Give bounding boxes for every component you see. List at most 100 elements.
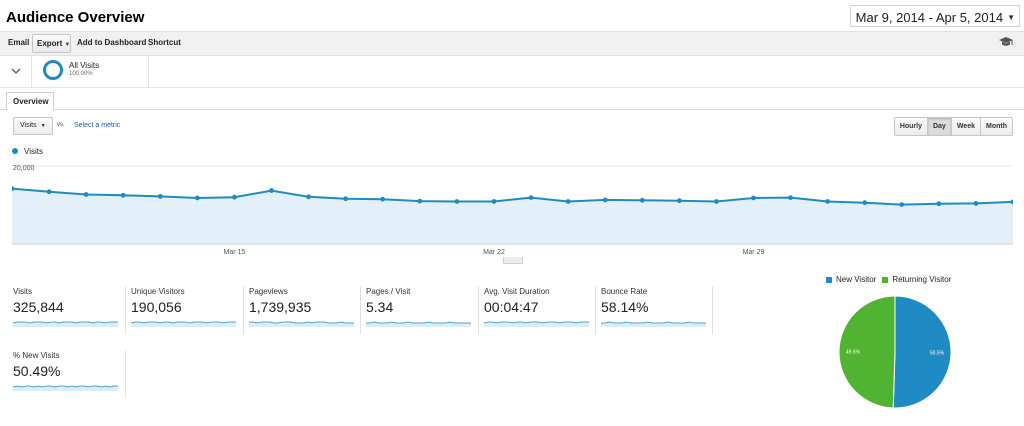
tab-overview[interactable]: Overview bbox=[6, 92, 54, 111]
data-point[interactable] bbox=[639, 197, 645, 203]
shortcut-button[interactable]: Shortcut bbox=[148, 38, 181, 47]
data-point[interactable] bbox=[565, 199, 571, 204]
data-point[interactable] bbox=[83, 192, 89, 197]
add-to-dashboard-button[interactable]: Add to Dashboard bbox=[77, 38, 147, 47]
kpi-sparkline bbox=[484, 321, 589, 327]
kpi-sparkline bbox=[601, 321, 706, 327]
granularity-hourly-button[interactable]: Hourly bbox=[894, 118, 927, 135]
kpi-value: 58.14% bbox=[601, 299, 649, 315]
data-point[interactable] bbox=[269, 188, 274, 193]
chevron-down-icon[interactable] bbox=[9, 65, 23, 77]
kpi-label: Bounce Rate bbox=[601, 287, 648, 296]
kpi-sparkline bbox=[13, 321, 118, 327]
kpi-sparkline bbox=[249, 321, 354, 327]
legend-swatch bbox=[882, 276, 889, 283]
segment-name[interactable]: All Visits bbox=[69, 61, 100, 70]
data-point[interactable] bbox=[120, 192, 126, 198]
legend-swatch bbox=[12, 148, 18, 154]
kpi-label: Pages / Visit bbox=[366, 287, 411, 296]
email-button[interactable]: Email bbox=[8, 38, 30, 47]
pie-legend-item: New Visitor bbox=[826, 275, 876, 284]
kpi-value: 00:04:47 bbox=[484, 299, 539, 315]
pie-slice-new-visitor[interactable] bbox=[892, 295, 952, 409]
divider bbox=[125, 286, 126, 334]
granularity-toggle: Hourly Day Week Month bbox=[893, 117, 1013, 136]
granularity-week-button[interactable]: Week bbox=[950, 118, 980, 135]
sparkline-line bbox=[366, 321, 471, 324]
chevron-down-icon: ▼ bbox=[40, 123, 46, 129]
kpi-value: 50.49% bbox=[13, 363, 61, 379]
kpi-avg-visit-duration[interactable]: Avg. Visit Duration 00:04:47 bbox=[484, 287, 596, 327]
chevron-down-icon: ▼ bbox=[64, 42, 71, 48]
data-point[interactable] bbox=[306, 194, 311, 200]
data-point[interactable] bbox=[862, 200, 868, 206]
vs-label: vs. bbox=[57, 122, 65, 128]
data-point[interactable] bbox=[973, 201, 979, 206]
kpi-sparkline bbox=[13, 385, 118, 391]
data-point[interactable] bbox=[676, 198, 682, 204]
pie-legend-label: Returning Visitor bbox=[892, 275, 952, 284]
sparkline-line bbox=[131, 321, 236, 324]
data-point[interactable] bbox=[194, 195, 200, 201]
divider bbox=[712, 286, 713, 334]
data-point[interactable] bbox=[491, 199, 497, 204]
metric-select[interactable]: Visits ▼ bbox=[13, 117, 53, 135]
segment-percent: 100.00% bbox=[69, 71, 93, 77]
data-point[interactable] bbox=[343, 196, 349, 202]
segment-bar: All Visits 100.00% bbox=[0, 56, 1024, 88]
export-button[interactable]: Export ▼ bbox=[32, 34, 71, 53]
kpi-new-visits[interactable]: % New Visits 50.49% bbox=[13, 351, 125, 391]
data-point[interactable] bbox=[46, 189, 52, 195]
data-point[interactable] bbox=[788, 195, 793, 200]
segment-ring-icon bbox=[43, 60, 63, 80]
granularity-day-button[interactable]: Day bbox=[926, 118, 951, 135]
divider bbox=[125, 350, 126, 398]
granularity-month-button[interactable]: Month bbox=[980, 118, 1012, 135]
data-point[interactable] bbox=[602, 197, 608, 203]
divider bbox=[595, 286, 596, 334]
kpi-value: 5.34 bbox=[366, 299, 394, 315]
graduation-cap-icon[interactable] bbox=[999, 36, 1013, 48]
tab-row: Overview bbox=[0, 90, 1024, 111]
metric-select-label: Visits bbox=[20, 122, 37, 129]
data-point[interactable] bbox=[454, 199, 460, 204]
kpi-unique-visitors[interactable]: Unique Visitors 190,056 bbox=[131, 287, 243, 327]
x-tick-label: Mar 29 bbox=[743, 249, 765, 256]
kpi-label: Unique Visitors bbox=[131, 287, 185, 296]
date-range-picker[interactable]: Mar 9, 2014 - Apr 5, 2014 ▼ bbox=[849, 5, 1020, 27]
divider bbox=[148, 56, 149, 88]
data-point[interactable] bbox=[825, 199, 831, 204]
y-tick-label: 20,000 bbox=[13, 165, 35, 172]
kpi-value: 1,739,935 bbox=[249, 299, 312, 315]
data-point[interactable] bbox=[232, 194, 237, 200]
visitor-type-pie-chart: 50.5% 49.5% bbox=[838, 295, 952, 409]
sparkline-area bbox=[484, 322, 589, 327]
data-point[interactable] bbox=[899, 202, 905, 208]
data-point[interactable] bbox=[157, 194, 163, 199]
kpi-visits[interactable]: Visits 325,844 bbox=[13, 287, 125, 327]
page-title: Audience Overview bbox=[6, 9, 145, 26]
kpi-pageviews[interactable]: Pageviews 1,739,935 bbox=[249, 287, 361, 327]
sparkline-line bbox=[13, 321, 118, 324]
sparkline-line bbox=[484, 321, 589, 324]
kpi-pages-visit[interactable]: Pages / Visit 5.34 bbox=[366, 287, 478, 327]
select-metric-link[interactable]: Select a metric bbox=[74, 122, 121, 129]
chart-resize-handle[interactable] bbox=[503, 257, 523, 264]
kpi-label: Avg. Visit Duration bbox=[484, 287, 550, 296]
pie-slice-returning-visitor[interactable] bbox=[838, 295, 896, 409]
data-point[interactable] bbox=[528, 195, 534, 200]
data-point[interactable] bbox=[714, 199, 719, 204]
data-point[interactable] bbox=[380, 196, 386, 202]
data-point[interactable] bbox=[417, 198, 423, 204]
data-point[interactable] bbox=[751, 195, 756, 201]
kpi-bounce-rate[interactable]: Bounce Rate 58.14% bbox=[601, 287, 713, 327]
x-tick-label: Mar 15 bbox=[224, 249, 246, 256]
data-point[interactable] bbox=[936, 201, 942, 207]
sparkline-line bbox=[601, 321, 706, 324]
kpi-value: 325,844 bbox=[13, 299, 64, 315]
visits-area bbox=[12, 188, 1013, 244]
pie-slice-label: 50.5% bbox=[930, 351, 945, 357]
divider bbox=[31, 56, 32, 88]
x-tick-label: Mar 22 bbox=[483, 249, 505, 256]
